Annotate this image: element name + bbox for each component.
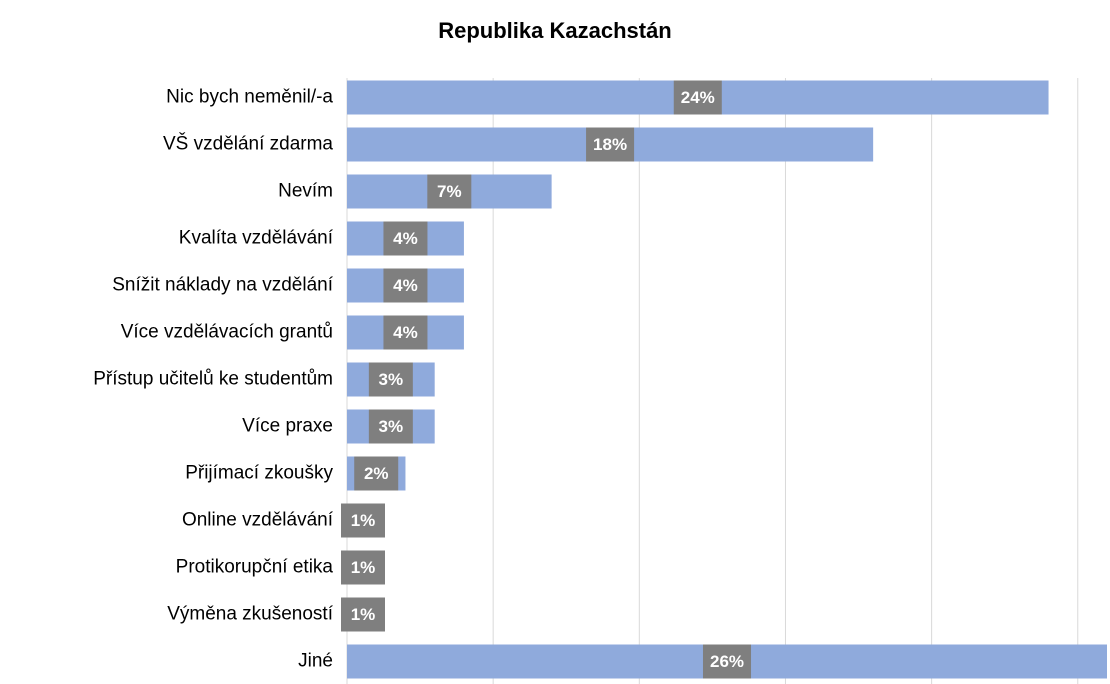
data-label: 1% <box>351 558 376 577</box>
data-label: 1% <box>351 605 376 624</box>
data-label: 3% <box>379 370 404 389</box>
data-label: 26% <box>710 652 744 671</box>
data-label-box <box>702 644 752 679</box>
data-label: 4% <box>393 229 418 248</box>
data-label-box <box>383 268 428 303</box>
y-tick-label: VŠ vzdělání zdarma <box>163 133 333 155</box>
data-label: 2% <box>364 464 389 483</box>
y-tick-label: Online vzdělávání <box>182 510 334 531</box>
y-tick-label: Nevím <box>278 181 333 202</box>
data-label: 4% <box>393 323 418 342</box>
data-label-box <box>673 80 722 115</box>
data-label: 18% <box>593 135 627 154</box>
y-tick-label: Nic bych neměnil/-a <box>166 87 333 108</box>
data-label-box <box>341 597 385 632</box>
data-label: 24% <box>681 88 715 107</box>
data-label-box <box>341 503 385 538</box>
data-label: 3% <box>379 417 404 436</box>
data-label: 7% <box>437 182 462 201</box>
data-label-box <box>368 409 413 444</box>
y-tick-label: Kvalíta vzdělávání <box>179 228 334 249</box>
data-label-box <box>383 221 428 256</box>
y-tick-label: Snížit náklady na vzdělání <box>112 275 333 296</box>
y-tick-label: Výměna zkušeností <box>167 604 334 625</box>
data-label-box <box>383 315 428 350</box>
y-tick-label: Přístup učitelů ke studentům <box>93 369 333 390</box>
y-tick-label: Protikorupční etika <box>176 557 334 578</box>
y-tick-label: Přijímací zkoušky <box>185 463 333 484</box>
data-label: 1% <box>351 511 376 530</box>
chart-title: Republika Kazachstán <box>438 18 672 43</box>
data-label-box <box>427 174 472 209</box>
data-label: 4% <box>393 276 418 295</box>
y-tick-label: Více praxe <box>242 416 333 437</box>
data-label-box <box>354 456 399 491</box>
y-tick-label: Více vzdělávacích grantů <box>121 322 333 343</box>
data-label-box <box>586 127 635 162</box>
data-label-box <box>341 550 385 585</box>
y-tick-label: Jiné <box>298 651 333 672</box>
data-label-box <box>368 362 413 397</box>
